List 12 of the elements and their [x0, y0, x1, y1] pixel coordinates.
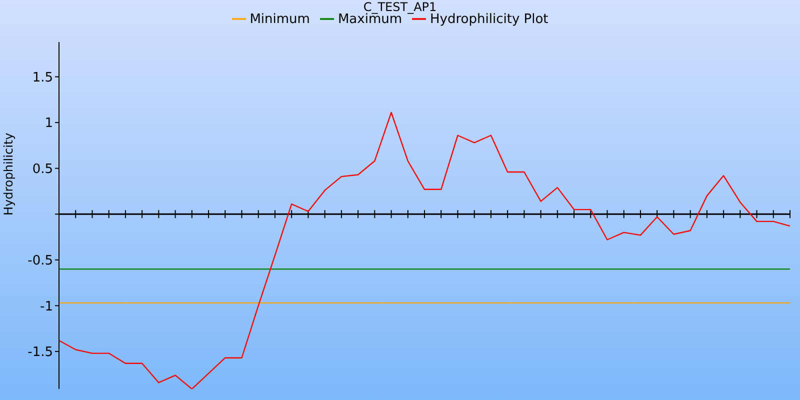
- y-tick-label: 1: [44, 116, 53, 132]
- y-axis-title: Hydrophilicity: [1, 132, 16, 216]
- y-tick-label: -0.5: [28, 254, 53, 269]
- legend-label: Hydrophilicity Plot: [430, 12, 548, 27]
- y-tick-label: -1: [40, 299, 53, 314]
- line-series: [58, 112, 791, 389]
- y-tick-label: 0.5: [32, 162, 53, 177]
- legend-label: Maximum: [338, 12, 402, 27]
- legend-label: Minimum: [250, 12, 310, 27]
- chart-title: C_TEST_AP1: [363, 0, 437, 14]
- y-tick-label: 1.5: [32, 70, 53, 86]
- y-tick-label: -1.5: [28, 345, 53, 360]
